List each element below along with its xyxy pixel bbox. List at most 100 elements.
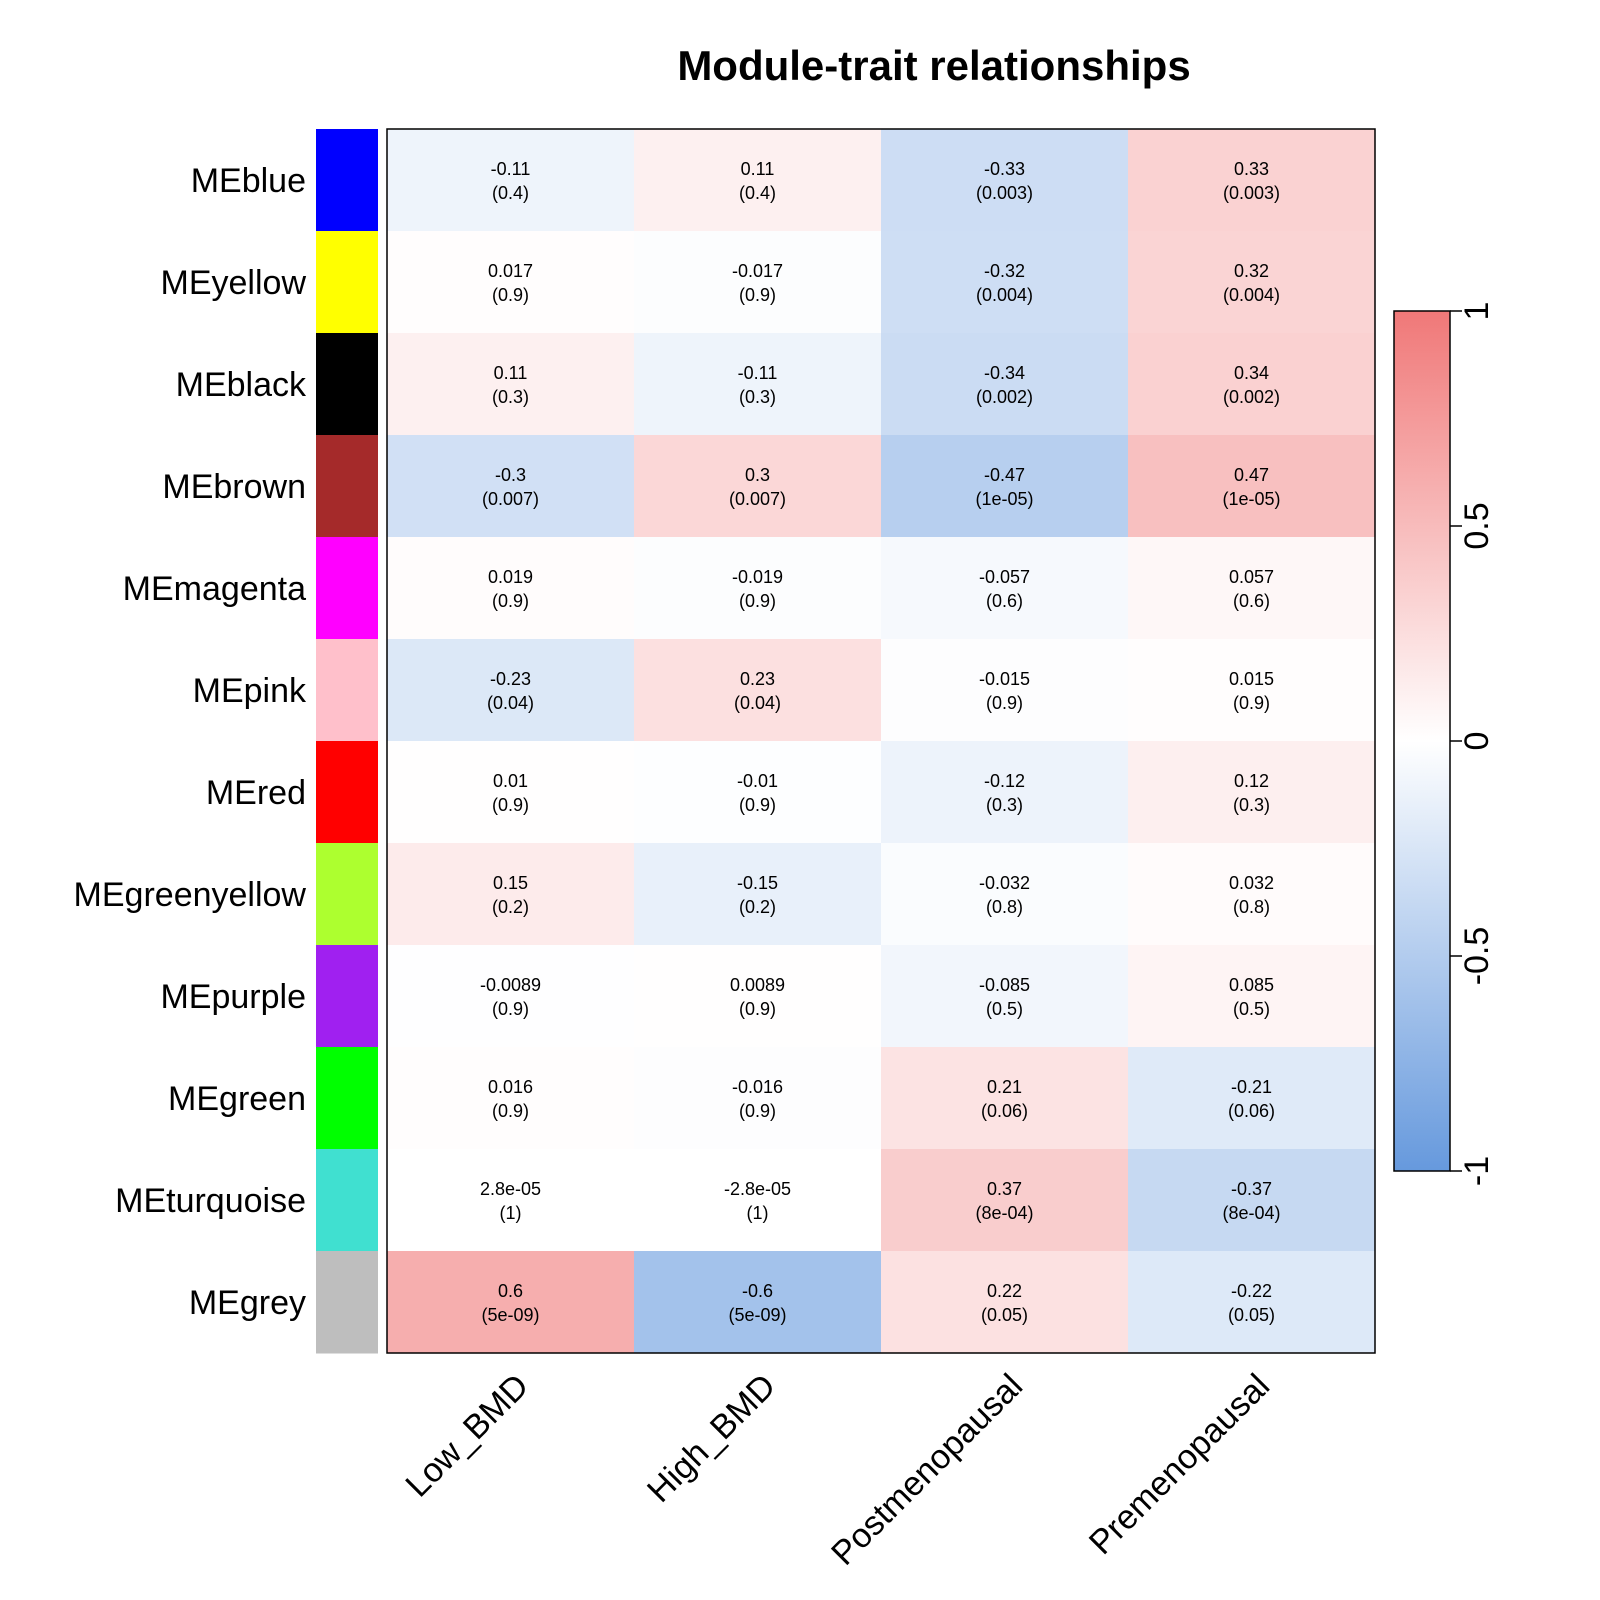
heatmap-cell xyxy=(881,945,1129,1048)
module-swatch-meturquoise xyxy=(316,1149,378,1252)
cell-pvalue-label: (0.9) xyxy=(492,795,529,815)
cell-pvalue-label: (0.004) xyxy=(976,285,1033,305)
heatmap-cell xyxy=(881,435,1129,538)
cell-pvalue-label: (1) xyxy=(500,1203,522,1223)
cell-correlation-label: 0.057 xyxy=(1229,567,1274,587)
cell-pvalue-label: (0.3) xyxy=(739,387,776,407)
cell-pvalue-label: (1e-05) xyxy=(975,489,1033,509)
heatmap-cell xyxy=(634,1149,882,1252)
heatmap-cell xyxy=(1128,435,1376,538)
heatmap-cell xyxy=(881,1251,1129,1354)
cell-pvalue-label: (0.2) xyxy=(739,897,776,917)
module-swatch-megrey xyxy=(316,1251,378,1354)
heatmap-cell xyxy=(634,1251,882,1354)
heatmap-cell xyxy=(1128,1149,1376,1252)
cell-pvalue-label: (0.002) xyxy=(1223,387,1280,407)
cell-correlation-label: -0.01 xyxy=(737,771,778,791)
cell-pvalue-label: (0.9) xyxy=(739,591,776,611)
column-label-low-bmd: Low_BMD xyxy=(398,1367,536,1505)
cell-correlation-label: 0.33 xyxy=(1234,159,1269,179)
cell-correlation-label: 0.32 xyxy=(1234,261,1269,281)
cell-correlation-label: -0.22 xyxy=(1231,1281,1272,1301)
heatmap-cell xyxy=(634,537,882,640)
cell-pvalue-label: (0.9) xyxy=(739,1101,776,1121)
cell-correlation-label: -0.11 xyxy=(491,159,531,179)
heatmap-cell xyxy=(1128,129,1376,232)
cell-pvalue-label: (0.3) xyxy=(1233,795,1270,815)
column-label-high-bmd: High_BMD xyxy=(640,1367,783,1510)
cell-correlation-label: 0.11 xyxy=(741,159,775,179)
cell-correlation-label: 0.34 xyxy=(1234,363,1269,383)
heatmap-border xyxy=(386,128,1376,1354)
heatmap-cell xyxy=(1128,639,1376,742)
heatmap-cell xyxy=(387,945,635,1048)
cell-pvalue-label: (0.007) xyxy=(729,489,786,509)
chart-title: Module-trait relationships xyxy=(677,42,1190,89)
heatmap-cell xyxy=(387,1149,635,1252)
column-label-premenopausal: Premenopausal xyxy=(1082,1367,1277,1562)
cell-pvalue-label: (0.8) xyxy=(1233,897,1270,917)
cell-pvalue-label: (0.6) xyxy=(986,591,1023,611)
cell-correlation-label: -0.12 xyxy=(984,771,1025,791)
cell-pvalue-label: (1) xyxy=(747,1203,769,1223)
module-swatch-mebrown xyxy=(316,435,378,538)
row-label-mepurple: MEpurple xyxy=(160,978,306,1016)
colorbar-tick-label: 1 xyxy=(1458,302,1496,321)
row-label-megrey: MEgrey xyxy=(189,1284,306,1322)
heatmap-cell xyxy=(1128,843,1376,946)
cell-correlation-label: -0.015 xyxy=(979,669,1030,689)
module-swatch-megreenyellow xyxy=(316,843,378,946)
cell-pvalue-label: (0.5) xyxy=(986,999,1023,1019)
heatmap-cell xyxy=(881,129,1129,232)
cell-pvalue-label: (0.05) xyxy=(981,1305,1028,1325)
row-labels: MEblue MEyellow MEblack MEbrown MEmagenta MEp… xyxy=(74,162,307,1322)
heatmap-cell xyxy=(634,945,882,1048)
cell-pvalue-label: (0.9) xyxy=(492,285,529,305)
cell-correlation-label: -0.23 xyxy=(490,669,531,689)
heatmap-cell xyxy=(881,1149,1129,1252)
cell-pvalue-label: (0.9) xyxy=(492,1101,529,1121)
heatmap-cell xyxy=(1128,537,1376,640)
cell-pvalue-label: (0.04) xyxy=(734,693,781,713)
colorbar-tick-label: 0.5 xyxy=(1458,502,1496,549)
cell-pvalue-label: (0.5) xyxy=(1233,999,1270,1019)
heatmap-cell xyxy=(634,333,882,436)
cell-pvalue-label: (0.9) xyxy=(492,591,529,611)
heatmap-cells: -0.11 (0.4) 0.11 (0.4) -0.33 (0.003) 0.33 (0.00… xyxy=(387,129,1376,1354)
column-label-postmenopausal: Postmenopausal xyxy=(824,1367,1030,1573)
cell-correlation-label: 0.11 xyxy=(494,363,528,383)
row-label-mered: MEred xyxy=(206,774,306,812)
cell-correlation-label: -0.11 xyxy=(738,363,778,383)
row-label-meyellow: MEyellow xyxy=(161,264,307,302)
cell-correlation-label: 0.085 xyxy=(1229,975,1274,995)
cell-pvalue-label: (0.05) xyxy=(1228,1305,1275,1325)
heatmap-cell xyxy=(881,537,1129,640)
cell-correlation-label: -0.085 xyxy=(979,975,1030,995)
cell-correlation-label: -0.47 xyxy=(984,465,1025,485)
module-swatch-mered xyxy=(316,741,378,844)
cell-correlation-label: -2.8e-05 xyxy=(724,1179,791,1199)
cell-correlation-label: 0.12 xyxy=(1234,771,1269,791)
cell-correlation-label: -0.0089 xyxy=(480,975,541,995)
cell-correlation-label: 0.01 xyxy=(493,771,528,791)
cell-correlation-label: 0.0089 xyxy=(730,975,785,995)
column-labels: Low_BMD High_BMD Postmenopausal Premenopaus… xyxy=(398,1367,1277,1573)
cell-pvalue-label: (0.9) xyxy=(986,693,1023,713)
cell-correlation-label: -0.016 xyxy=(732,1077,783,1097)
cell-correlation-label: -0.15 xyxy=(737,873,778,893)
colorbar-tick-label: -0.5 xyxy=(1458,927,1496,986)
heatmap-cell xyxy=(1128,231,1376,334)
cell-correlation-label: 0.21 xyxy=(987,1077,1022,1097)
cell-pvalue-label: (0.003) xyxy=(976,183,1033,203)
cell-correlation-label: 0.22 xyxy=(987,1281,1022,1301)
heatmap-cell xyxy=(387,333,635,436)
cell-pvalue-label: (0.9) xyxy=(739,285,776,305)
heatmap-cell xyxy=(387,231,635,334)
cell-correlation-label: 0.47 xyxy=(1234,465,1269,485)
row-label-megreenyellow: MEgreenyellow xyxy=(74,876,307,914)
heatmap-cell xyxy=(387,843,635,946)
heatmap-cell xyxy=(1128,1251,1376,1354)
cell-pvalue-label: (0.9) xyxy=(739,999,776,1019)
colorbar-tick-label: -1 xyxy=(1458,1156,1496,1186)
heatmap-cell xyxy=(387,741,635,844)
